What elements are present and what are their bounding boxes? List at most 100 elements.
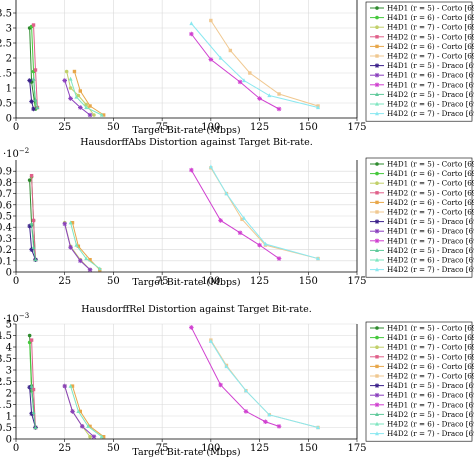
data-point [267,93,272,98]
legend-marker [375,335,379,340]
series-line [64,80,91,116]
data-point [29,338,34,342]
data-point [240,217,244,222]
data-point [189,31,194,37]
x-tick-label: 150 [299,122,318,133]
legend-label: H4D1 (r = 6) - Draco [69] [387,227,474,236]
x-tick-label: 100 [201,276,220,287]
data-point [72,69,77,74]
legend-label: H4D1 (r = 7) - Draco [69] [387,80,474,89]
data-point [31,387,36,392]
legend-marker [375,421,379,426]
legend-marker [375,191,379,195]
data-point [277,92,281,96]
data-point [78,409,83,414]
data-point [257,96,262,101]
legend: H4D1 (r = 5) - Corto [69]H4D1 (r = 6) - … [365,1,474,122]
legend-marker [375,35,379,39]
data-point [276,106,282,112]
data-point [74,242,79,247]
legend-marker [375,345,379,350]
data-point [276,256,282,261]
data-point [29,247,34,252]
legend-label: H4D1 (r = 6) - Draco [69] [387,391,474,400]
legend-marker [375,267,379,272]
y-tick-label: 0.7 [0,189,12,200]
data-point [88,257,92,262]
x-tick-label: 125 [250,443,269,454]
x-axis-label: Target Bit-rate (Mbps) [132,125,240,136]
data-point [31,218,36,223]
legend-marker [375,355,379,359]
legend-label: H4D1 (r = 6) - Corto [69] [387,13,474,22]
x-tick-label: 125 [250,276,269,287]
x-tick-label: 125 [250,122,269,133]
legend-label: H4D1 (r = 7) - Corto [69] [387,23,474,32]
y-tick-label: 2 [6,389,12,400]
data-point [27,78,32,83]
data-point [316,425,321,430]
data-point [316,256,321,261]
y-tick-label: 0.8 [0,178,12,189]
data-point [33,425,38,430]
data-point [243,388,248,393]
data-point [84,102,88,107]
legend-label: H4D2 (r = 7) - Corto [69] [387,52,474,61]
data-point [209,18,213,23]
legend-marker [375,200,379,205]
data-point [189,325,194,330]
data-point [316,105,321,110]
data-point [91,434,97,439]
data-point [29,221,34,226]
y-tick-label: 0.3 [0,234,12,245]
legend: H4D1 (r = 5) - Corto [69]H4D1 (r = 6) - … [365,157,474,278]
y-tick-label: 2.5 [0,377,12,388]
data-point [35,105,40,110]
data-point [27,178,32,182]
legend-label: H4D2 (r = 6) - Draco [69] [387,420,474,429]
legend-marker [374,219,380,224]
chart-panel: 0 25 50 75 100 125 150 175 00.511.522.533.544.55… [0,304,474,458]
legend-marker [374,402,380,408]
series-line [70,222,101,270]
legend-marker [374,383,380,388]
data-point [237,79,243,85]
legend-label: H4D2 (r = 7) - Corto [69] [387,372,474,381]
data-point [74,94,79,99]
data-point [208,339,213,343]
y-tick-label: 1 [6,412,12,423]
legend-label: H4D1 (r = 7) - Corto [69] [387,179,474,188]
data-point [29,411,34,416]
y-tick-label: 3.5 [0,9,12,20]
data-point [84,105,89,110]
data-point [241,216,246,220]
legend-label: H4D1 (r = 6) - Draco [69] [387,71,474,80]
legend-marker [375,162,379,166]
legend-label: H4D1 (r = 5) - Draco [69] [387,217,474,226]
data-point [68,220,73,225]
data-point [218,382,223,388]
x-tick-label: 175 [347,122,366,133]
y-tick-label: 5 [6,320,12,331]
data-point [224,191,229,196]
data-point [86,424,91,428]
data-point [267,412,272,417]
data-point [208,164,213,169]
data-point [62,383,68,389]
y-tick-label: 4.5 [0,331,12,342]
x-tick-label: 75 [156,122,169,133]
legend-marker [375,364,379,369]
y-exponent-label: ·10−3 [3,312,29,325]
x-tick-label: 50 [107,122,120,133]
x-tick-label: 150 [299,276,318,287]
data-point [64,69,69,74]
legend-label: H4D2 (r = 5) - Draco [69] [387,246,474,255]
data-point [237,230,243,236]
y-tick-label: 0.5 [0,99,12,110]
data-point [189,21,194,26]
data-point [88,104,92,108]
data-point [29,383,34,388]
x-tick-label: 100 [201,122,220,133]
legend-marker [375,6,379,10]
chart-panel: 0 25 50 75 100 125 150 175 0 0.5 1 1.5 2 2.5 3 3.5 Targe… [0,0,474,136]
